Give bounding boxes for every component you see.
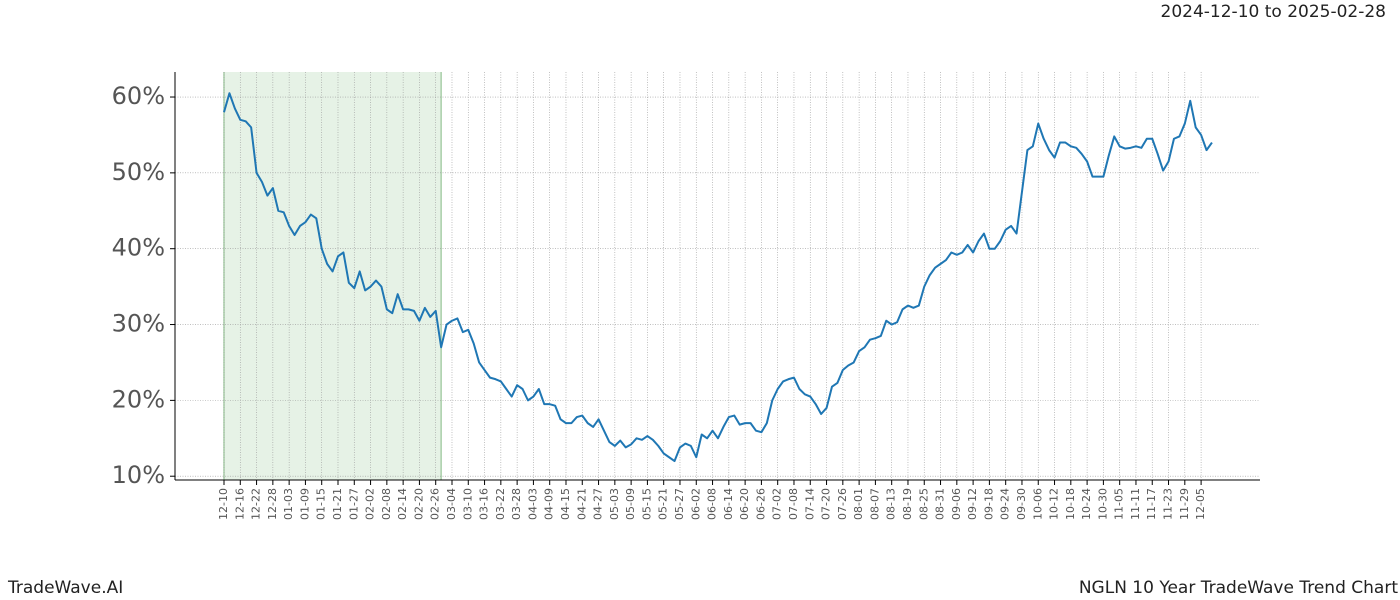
x-tick-label: 06-14 [722,488,735,520]
x-tick-label: 09-24 [999,488,1012,520]
x-tick-label: 07-08 [787,488,800,520]
x-tick-label: 09-12 [966,488,979,520]
trend-line [223,92,1213,463]
x-tick-label: 01-21 [331,488,344,520]
y-tick-label: 10% [112,461,165,489]
x-tick-label: 08-07 [868,488,881,520]
x-tick-label: 07-20 [820,488,833,520]
x-tick-label: 06-02 [689,488,702,520]
x-tick-label: 07-26 [836,488,849,520]
x-tick-label: 03-10 [461,488,474,520]
x-tick-label: 02-26 [429,488,442,520]
x-tick-label: 08-19 [901,488,914,520]
footer-right: NGLN 10 Year TradeWave Trend Chart [1079,578,1398,598]
x-tick-label: 09-06 [950,488,963,520]
x-tick-label: 02-08 [380,488,393,520]
x-tick-label: 08-25 [917,488,930,520]
x-tick-label: 08-01 [852,488,865,520]
x-tick-label: 12-28 [266,488,279,520]
x-tick-label: 03-16 [478,488,491,520]
x-tick-label: 05-09 [624,488,637,520]
x-tick-label: 11-17 [1145,488,1158,520]
y-tick-label: 20% [112,385,165,413]
x-tick-label: 05-21 [657,488,670,520]
x-tick-label: 07-14 [803,488,816,520]
x-tick-label: 10-18 [1064,488,1077,520]
x-tick-label: 12-16 [233,488,246,520]
x-tick-label: 06-08 [706,488,719,520]
x-tick-label: 04-09 [543,488,556,520]
x-tick-label: 02-02 [364,488,377,520]
highlight-span [224,72,442,480]
x-tick-label: 01-09 [298,488,311,520]
x-tick-label: 07-02 [771,488,784,520]
x-tick-label: 08-13 [885,488,898,520]
x-tick-label: 04-15 [559,488,572,520]
x-tick-label: 03-22 [494,488,507,520]
x-tick-label: 03-28 [510,488,523,520]
x-tick-label: 12-22 [250,488,263,520]
chart-title: 2024-12-10 to 2025-02-28 [1161,2,1386,22]
x-tick-label: 06-26 [754,488,767,520]
x-tick-label: 05-27 [673,488,686,520]
x-tick-label: 01-15 [315,488,328,520]
x-tick-label: 05-15 [640,488,653,520]
x-tick-label: 05-03 [608,488,621,520]
footer-left: TradeWave.AI [7,578,123,598]
x-tick-label: 04-27 [592,488,605,520]
x-tick-label: 01-03 [282,488,295,520]
x-tick-label: 12-05 [1194,488,1207,520]
x-tick-label: 06-20 [738,488,751,520]
x-tick-label: 11-05 [1113,488,1126,520]
x-tick-label: 08-31 [934,488,947,520]
x-tick-label: 10-06 [1031,488,1044,520]
x-tick-label: 11-23 [1162,488,1175,520]
y-tick-label: 40% [112,234,165,262]
y-tick-label: 30% [112,310,165,338]
x-tick-label: 02-20 [412,488,425,520]
y-tick-label: 50% [112,158,165,186]
x-tick-label: 03-04 [445,488,458,520]
x-tick-label: 09-18 [982,488,995,520]
x-tick-label: 01-27 [347,488,360,520]
x-tick-label: 11-11 [1129,488,1142,520]
x-tick-label: 11-29 [1178,488,1191,520]
x-tick-label: 10-30 [1096,488,1109,520]
x-tick-label: 04-21 [575,488,588,520]
y-tick-label: 60% [112,82,165,110]
x-tick-label: 12-10 [217,488,230,520]
x-tick-label: 10-12 [1048,488,1061,520]
x-tick-label: 09-30 [1015,488,1028,520]
x-tick-label: 04-03 [526,488,539,520]
x-tick-label: 10-24 [1080,488,1093,520]
x-tick-label: 02-14 [396,488,409,520]
